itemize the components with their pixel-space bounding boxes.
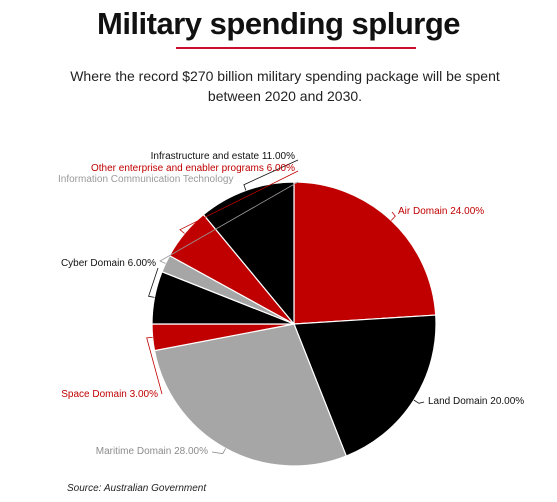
slice-label: Land Domain 20.00% [428,396,524,407]
leader-line [413,399,425,404]
chart-title: Military spending splurge [97,6,461,41]
pie-slice-air-domain [293,181,437,325]
leader-line [159,181,299,264]
slice-label: Other enterprise and enabler programs 6.… [91,163,295,174]
source-note: Source: Australian Government [67,483,207,494]
leader-line [243,159,299,191]
slice-label: Cyber Domain 6.00% [61,258,156,269]
slice-label: Information Communication Technology [58,174,233,185]
leader-line [148,267,159,298]
slice-label: Maritime Domain 28.00% [96,446,208,457]
leader-line [390,211,396,221]
slice-label: Infrastructure and estate 11.00% [151,151,295,162]
title-underline [176,47,416,49]
pie-slice-land-domain [293,314,437,457]
chart-subtitle: Where the record $270 billion military s… [70,68,500,104]
slice-label: Space Domain 3.00% [61,389,158,400]
leader-line [179,170,299,234]
leader-line [211,448,226,455]
slice-label: Air Domain 24.00% [398,206,484,217]
leader-line [146,337,163,395]
